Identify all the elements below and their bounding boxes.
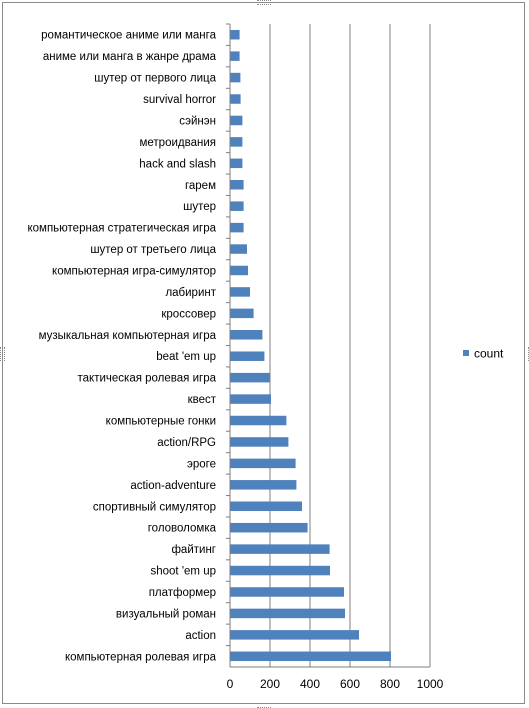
category-label: компьютерная стратегическая игра (27, 223, 216, 235)
category-label: аниме или манга в жанре драма (43, 51, 217, 63)
bar (230, 244, 247, 254)
category-label: тактическая ролевая игра (78, 373, 217, 385)
category-label: survival horror (143, 94, 216, 106)
category-label: музыкальная компьютерная игра (39, 330, 217, 342)
bar (230, 137, 243, 147)
category-label: гарем (185, 180, 216, 192)
bar (230, 480, 297, 490)
bar (230, 222, 244, 233)
resize-handle-top[interactable] (257, 0, 271, 5)
category-label: компьютерная игра-симулятор (52, 265, 216, 277)
bar (230, 115, 243, 126)
bar (230, 544, 330, 554)
bar (230, 51, 240, 61)
category-label: лабиринт (165, 287, 216, 299)
category-label: головоломка (148, 523, 217, 535)
category-label: action/RPG (157, 437, 216, 449)
x-tick-label: 800 (380, 677, 400, 691)
bar (230, 265, 248, 276)
category-label: шутер от первого лица (94, 73, 216, 85)
x-tick-label: 200 (260, 677, 280, 691)
category-label: платформер (149, 587, 216, 599)
bar (230, 394, 271, 404)
category-label: кроссовер (161, 308, 216, 320)
category-label: action-adventure (130, 480, 216, 492)
category-label: эроге (187, 458, 216, 470)
bar (230, 415, 287, 426)
bar (230, 287, 250, 297)
bar (230, 522, 308, 533)
axes (226, 23, 430, 668)
category-label: файтинг (171, 544, 216, 556)
resize-handle-left[interactable] (0, 347, 5, 361)
category-label: квест (188, 394, 217, 406)
gridlines (269, 24, 431, 667)
bar (230, 308, 254, 319)
category-label: action (185, 630, 216, 642)
bars (230, 29, 391, 662)
bar (230, 29, 240, 40)
category-label: метроидвания (140, 137, 217, 149)
bar (230, 437, 289, 447)
bar (230, 158, 243, 169)
x-tick-label: 1000 (417, 677, 444, 691)
bar (230, 180, 244, 190)
x-tick-label: 0 (227, 677, 234, 691)
bar (230, 608, 345, 619)
category-labels: романтическое аниме или манга аниме или м… (27, 30, 216, 664)
tick-labels: 0 200 400 600 800 1000 (227, 677, 444, 691)
legend: count (463, 347, 504, 361)
bar (230, 351, 265, 361)
category-label: сэйнэн (179, 115, 216, 127)
category-label: шутер от третьего лица (90, 244, 216, 256)
bar (230, 651, 391, 662)
category-label: шутер (183, 201, 216, 213)
category-label: shoot 'em up (151, 566, 217, 578)
category-label: hack and slash (139, 158, 216, 170)
category-label: beat 'em up (156, 351, 216, 363)
bar (230, 587, 344, 597)
category-label: спортивный симулятор (93, 501, 216, 513)
bar (230, 630, 359, 640)
legend-swatch (463, 350, 469, 356)
category-label: визуальный роман (116, 608, 216, 620)
bar (230, 501, 302, 511)
category-label: романтическое аниме или манга (41, 30, 216, 42)
bar (230, 72, 241, 83)
bar (230, 372, 270, 383)
x-tick-label: 600 (340, 677, 360, 691)
x-tick-label: 400 (300, 677, 320, 691)
bar (230, 201, 244, 211)
bar (230, 565, 330, 576)
category-label: компьютерные гонки (106, 416, 216, 428)
bar (230, 458, 296, 469)
bar (230, 330, 263, 340)
category-label: компьютерная ролевая игра (65, 651, 217, 663)
legend-label: count (474, 347, 504, 361)
bar (230, 94, 241, 104)
